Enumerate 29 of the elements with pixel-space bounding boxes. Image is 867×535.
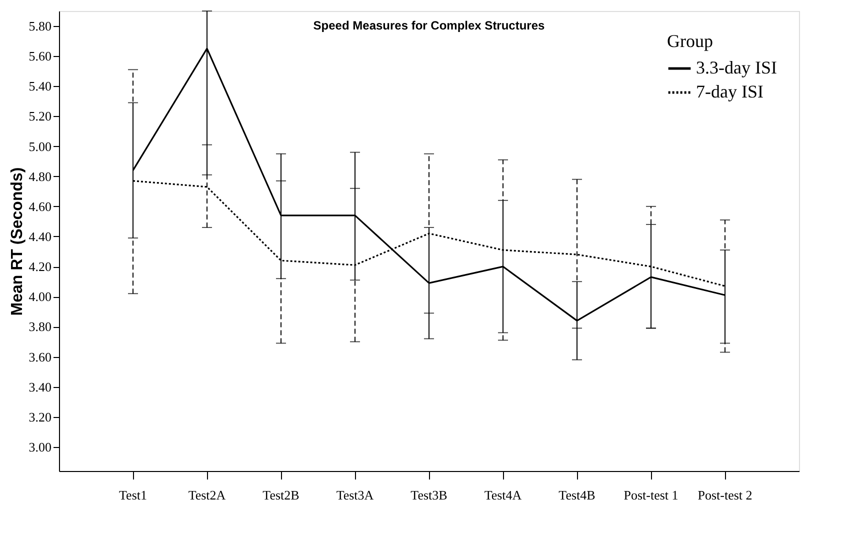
legend-label: 7-day ISI xyxy=(696,82,764,102)
y-tick-label: 5.60 xyxy=(28,48,52,64)
x-tick-label: Test1 xyxy=(119,488,147,502)
x-tick-label: Test2B xyxy=(262,488,300,502)
x-tick-label: Test2A xyxy=(188,488,226,502)
y-tick-label: 5.80 xyxy=(28,18,52,34)
y-tick-label: 5.40 xyxy=(28,78,52,94)
x-tick-label: Test3A xyxy=(336,488,374,502)
y-tick-label: 4.00 xyxy=(28,289,52,304)
y-tick-label: 3.20 xyxy=(28,409,52,424)
y-tick-label: 3.80 xyxy=(28,319,52,334)
y-tick-label: 5.20 xyxy=(28,108,52,124)
x-tick-label: Test4A xyxy=(484,488,522,502)
x-tick-label: Post-test 2 xyxy=(698,488,752,502)
x-tick-label: Test3B xyxy=(410,488,448,502)
y-tick-label: 5.00 xyxy=(28,138,52,154)
text: Speed Measures for Complex Structures xyxy=(313,18,546,32)
y-axis-title: Mean RT (Seconds) xyxy=(8,167,26,316)
y-tick-label: 4.80 xyxy=(28,168,52,184)
y-tick-label: 3.00 xyxy=(28,439,52,454)
y-tick-label: 4.60 xyxy=(28,198,52,214)
x-tick-label: Post-test 1 xyxy=(624,488,678,502)
legend-label: 3.3-day ISI xyxy=(696,58,777,78)
y-tick-label: 4.20 xyxy=(28,259,52,274)
y-tick-label: 3.60 xyxy=(28,349,52,364)
y-tick-label: 3.40 xyxy=(28,379,52,394)
x-tick-label: Test4B xyxy=(558,488,596,502)
y-tick-label: 4.40 xyxy=(28,228,52,244)
legend-title: Group xyxy=(667,31,713,51)
